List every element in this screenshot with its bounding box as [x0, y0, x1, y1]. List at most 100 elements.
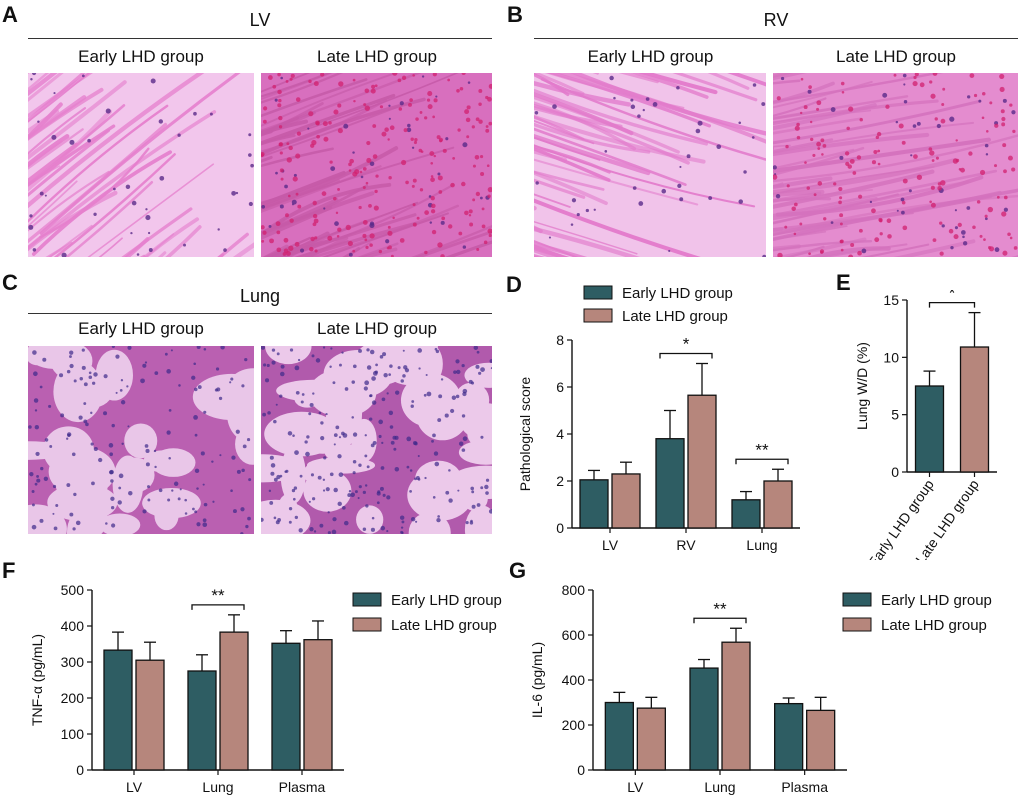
red-cell: [379, 105, 384, 109]
bar: [303, 639, 333, 771]
nucleus: [36, 474, 39, 478]
nucleus: [414, 477, 417, 481]
nucleus: [300, 400, 304, 404]
nucleus: [307, 127, 310, 130]
nucleus: [83, 419, 88, 424]
nucleus: [677, 183, 682, 188]
alveolus: [28, 346, 79, 369]
nucleus: [366, 348, 370, 352]
nucleus: [455, 394, 460, 399]
red-cell: [969, 73, 975, 78]
nucleus: [1003, 207, 1008, 212]
nucleus: [455, 359, 460, 364]
red-cell: [1003, 195, 1008, 200]
nucleus: [752, 83, 757, 87]
red-cell: [983, 238, 986, 241]
nucleus: [297, 358, 301, 362]
red-cell: [316, 134, 320, 139]
nucleus: [91, 381, 96, 385]
nucleus: [415, 475, 420, 480]
red-cell: [312, 200, 317, 206]
red-cell: [989, 101, 993, 105]
alveolus: [438, 479, 474, 501]
nucleus: [343, 520, 349, 526]
red-cell: [384, 127, 389, 132]
nucleus: [270, 463, 276, 468]
y-tick-label: 5: [891, 407, 899, 423]
red-cell: [1002, 250, 1008, 256]
nucleus: [183, 243, 186, 247]
nucleus: [312, 497, 316, 501]
red-cell: [1007, 155, 1013, 161]
nucleus: [403, 365, 408, 370]
red-cell: [294, 241, 300, 247]
nucleus: [30, 78, 33, 81]
red-cell: [289, 77, 293, 81]
x-tick-label: RV: [676, 537, 696, 553]
red-cell: [412, 222, 417, 227]
nucleus: [261, 204, 266, 209]
red-cell: [372, 154, 378, 159]
nucleus: [429, 221, 433, 224]
nucleus: [287, 431, 293, 436]
nucleus: [462, 142, 468, 148]
nucleus: [115, 391, 118, 394]
nucleus: [120, 379, 124, 382]
nucleus: [1002, 98, 1007, 103]
nucleus: [381, 397, 386, 402]
nucleus: [145, 462, 150, 467]
nucleus: [248, 201, 253, 207]
y-tick-label: 800: [562, 582, 586, 598]
nucleus: [322, 478, 326, 481]
red-cell: [458, 231, 463, 236]
nucleus: [193, 362, 196, 366]
red-cell: [799, 111, 803, 115]
red-cell: [452, 156, 456, 160]
red-cell: [457, 128, 461, 132]
red-cell: [347, 240, 353, 247]
nucleus: [467, 81, 471, 84]
red-cell: [424, 250, 428, 255]
nucleus: [484, 484, 489, 490]
nucleus: [75, 520, 81, 526]
red-cell: [488, 121, 492, 126]
nucleus: [471, 504, 476, 509]
red-cell: [1011, 167, 1016, 172]
x-tick-label: Plasma: [781, 779, 828, 795]
nucleus: [202, 483, 205, 486]
nucleus: [409, 469, 413, 472]
red-cell: [876, 131, 882, 137]
nucleus: [73, 492, 77, 497]
nucleus: [31, 73, 37, 76]
nucleus: [322, 346, 326, 349]
nucleus: [196, 522, 201, 527]
nucleus: [216, 387, 221, 392]
red-cell: [442, 148, 447, 153]
nucleus: [312, 392, 315, 395]
nucleus: [352, 364, 357, 369]
red-cell: [875, 135, 880, 140]
nucleus: [369, 222, 375, 229]
nucleus: [352, 151, 355, 154]
nucleus: [576, 212, 580, 217]
nucleus: [202, 518, 207, 523]
red-cell: [817, 181, 823, 186]
alveolus: [99, 513, 141, 534]
alveolus: [192, 373, 254, 420]
red-cell: [960, 167, 965, 173]
nucleus: [414, 441, 418, 446]
nucleus: [984, 217, 988, 221]
red-cell: [448, 224, 453, 229]
nucleus: [177, 133, 181, 137]
nucleus: [319, 523, 324, 528]
nucleus: [230, 489, 233, 492]
red-cell: [1001, 116, 1006, 122]
red-cell: [487, 194, 491, 198]
significance-bracket: [693, 617, 747, 624]
nucleus: [171, 489, 174, 492]
red-cell: [412, 203, 416, 207]
panel-b-right-label: Late LHD group: [835, 47, 957, 66]
red-cell: [295, 97, 301, 102]
red-cell: [940, 118, 946, 124]
red-cell: [323, 136, 329, 142]
